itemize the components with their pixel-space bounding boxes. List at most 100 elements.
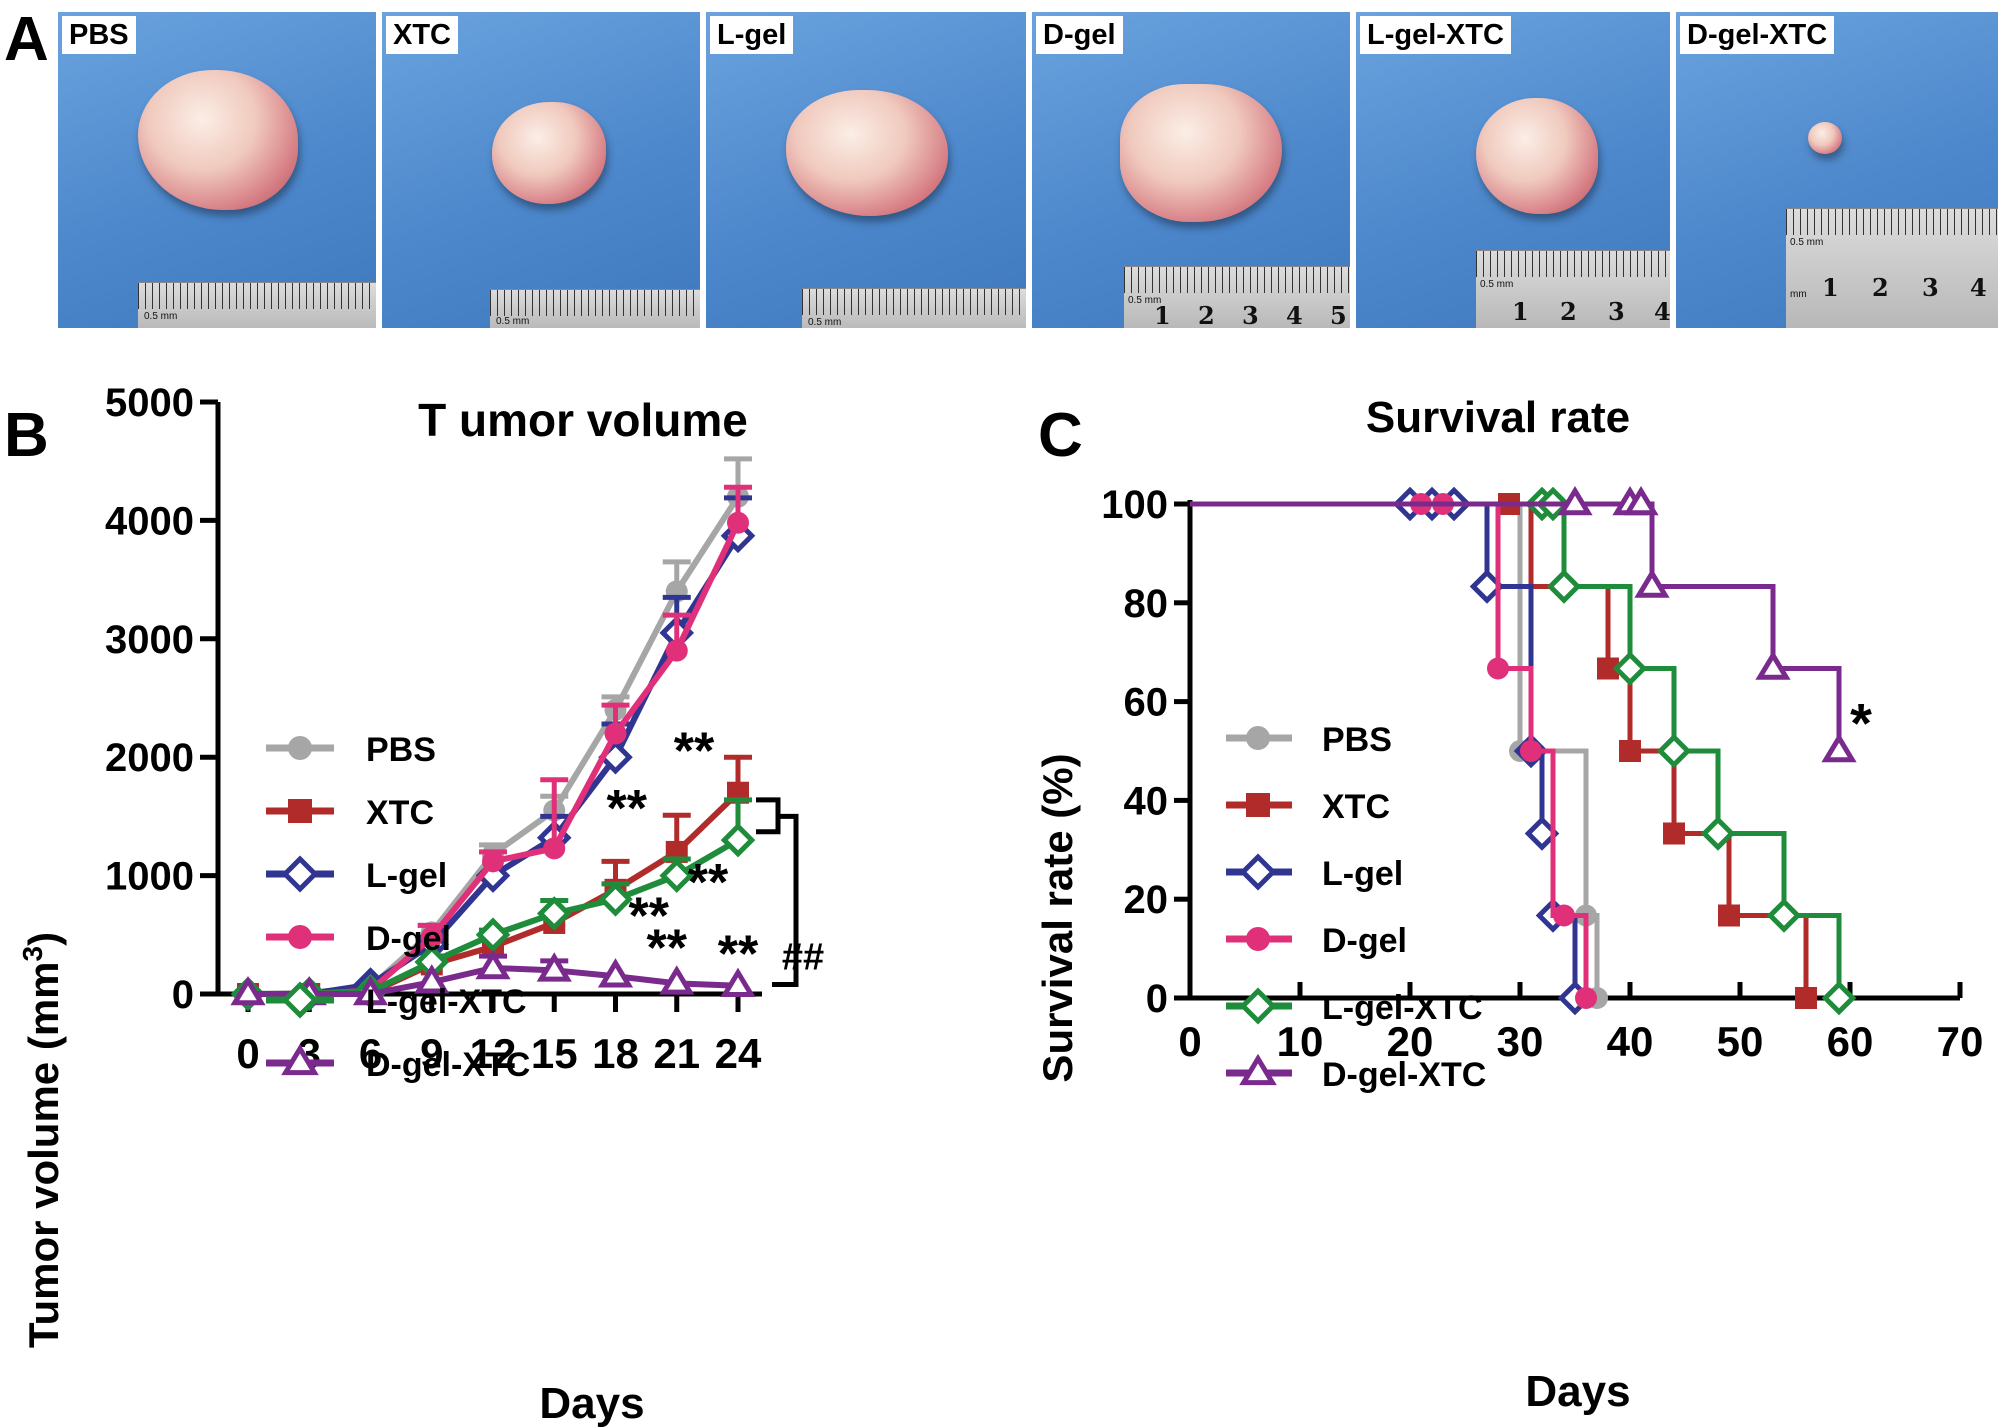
data-point <box>1663 822 1685 844</box>
x-tick-label: 18 <box>592 1030 639 1077</box>
x-tick-label: 30 <box>1497 1018 1544 1065</box>
bracket <box>756 800 778 832</box>
y-tick-label: 2000 <box>105 736 194 780</box>
data-point <box>1619 740 1641 762</box>
y-tick-label: 20 <box>1124 878 1169 922</box>
y-tick-label: 0 <box>172 973 194 1017</box>
legend-marker <box>285 859 315 889</box>
data-point <box>666 640 688 662</box>
data-point <box>1550 573 1578 601</box>
legend-label: PBS <box>366 731 436 769</box>
data-point <box>1562 491 1588 513</box>
data-point <box>663 862 691 890</box>
tumor-image <box>1808 122 1842 154</box>
data-point <box>482 850 504 872</box>
legend-label: D-gel <box>1322 922 1407 960</box>
significance-annotation: ** <box>718 926 759 984</box>
legend-marker <box>1243 857 1273 887</box>
legend-label: L-gel <box>1322 855 1403 893</box>
data-point <box>1718 905 1740 927</box>
x-tick-label: 0 <box>1178 1018 1201 1065</box>
legend-label: L-gel-XTC <box>1322 989 1483 1027</box>
data-point <box>1575 987 1597 1009</box>
y-tick-label: 3000 <box>105 618 194 662</box>
legend-marker <box>1244 1059 1273 1083</box>
data-point <box>543 837 565 859</box>
photo-label: L-gel <box>710 16 793 54</box>
legend-marker <box>1246 793 1270 817</box>
series-line <box>1190 504 1839 751</box>
y-axis-label: Survival rate (%) <box>1034 753 1081 1082</box>
significance-annotation: ** <box>607 780 648 838</box>
ruler: 0.5 mm <box>490 289 700 328</box>
data-point <box>727 512 749 534</box>
tumor-volume-chart: T umor volume Tumor volume (mm3) Days 0 1… <box>0 328 1020 1428</box>
tumor-image <box>492 102 606 204</box>
data-point <box>1616 655 1644 683</box>
photo-label: L-gel-XTC <box>1360 16 1511 54</box>
y-axis-label: Tumor volume (mm3) <box>17 932 67 1348</box>
data-point <box>605 723 627 745</box>
chart-title: Survival rate <box>1366 393 1630 442</box>
data-point <box>1487 658 1509 680</box>
legend-marker <box>1246 927 1270 951</box>
y-tick-label: 40 <box>1124 779 1169 823</box>
data-point <box>1770 902 1798 930</box>
x-tick-label: 21 <box>653 1030 700 1077</box>
legend-label: PBS <box>1322 721 1392 759</box>
data-point <box>1520 740 1542 762</box>
photo-label: XTC <box>386 16 458 54</box>
survival-rate-chart: Survival rate Survival rate (%) Days 0 20… <box>1010 328 2000 1428</box>
data-point <box>1760 655 1786 677</box>
y-tick-label: 60 <box>1124 681 1169 725</box>
data-point <box>1795 987 1817 1009</box>
y-tick-label: 5000 <box>105 381 194 425</box>
photo-xtc: XTC 0.5 mm <box>382 12 700 328</box>
ruler: 0.5 mm <box>802 288 1026 328</box>
ruler: 0.5 mm <box>138 282 376 328</box>
x-tick-label: 15 <box>531 1030 578 1077</box>
legend-marker <box>288 799 312 823</box>
x-tick-label: 10 <box>1277 1018 1324 1065</box>
legend-label: D-gel-XTC <box>366 1046 530 1084</box>
significance-annotation: ** <box>647 919 688 977</box>
legend-marker <box>1246 726 1270 750</box>
y-tick-label: 0 <box>1146 977 1168 1021</box>
x-tick-label: 50 <box>1717 1018 1764 1065</box>
y-tick-label: 100 <box>1101 483 1168 527</box>
series-XTC <box>1190 493 1817 1009</box>
data-point <box>602 963 628 985</box>
y-tick-label: 80 <box>1124 582 1169 626</box>
chart-title: T umor volume <box>418 394 748 446</box>
tumor-image <box>138 70 298 210</box>
significance-annotation: ** <box>688 854 729 912</box>
significance-annotation: ** <box>674 723 715 781</box>
x-tick-label: 40 <box>1607 1018 1654 1065</box>
photo-pbs: PBS 0.5 mm <box>58 12 376 328</box>
ruler: 0.5 mm 12345 <box>1124 266 1350 328</box>
legend-label: L-gel <box>366 857 447 895</box>
tumor-image <box>1120 84 1282 222</box>
x-axis-label: Days <box>539 1379 644 1428</box>
data-point <box>1639 573 1665 595</box>
x-tick-label: 0 <box>236 1030 259 1077</box>
tumor-image <box>786 90 948 216</box>
significance-annotation: ## <box>782 936 824 978</box>
y-tick-label: 1000 <box>105 855 194 899</box>
photo-label: D-gel-XTC <box>1680 16 1834 54</box>
legend-label: L-gel-XTC <box>366 983 527 1021</box>
y-tick-label: 4000 <box>105 499 194 543</box>
panel-letter-a: A <box>4 4 49 75</box>
x-axis-label: Days <box>1525 1367 1630 1416</box>
data-point <box>1826 738 1852 760</box>
data-point <box>724 826 752 854</box>
x-tick-label: 24 <box>715 1030 762 1077</box>
photo-label: D-gel <box>1036 16 1123 54</box>
legend-label: D-gel-XTC <box>1322 1056 1486 1094</box>
data-point <box>1553 905 1575 927</box>
data-point <box>1660 737 1688 765</box>
